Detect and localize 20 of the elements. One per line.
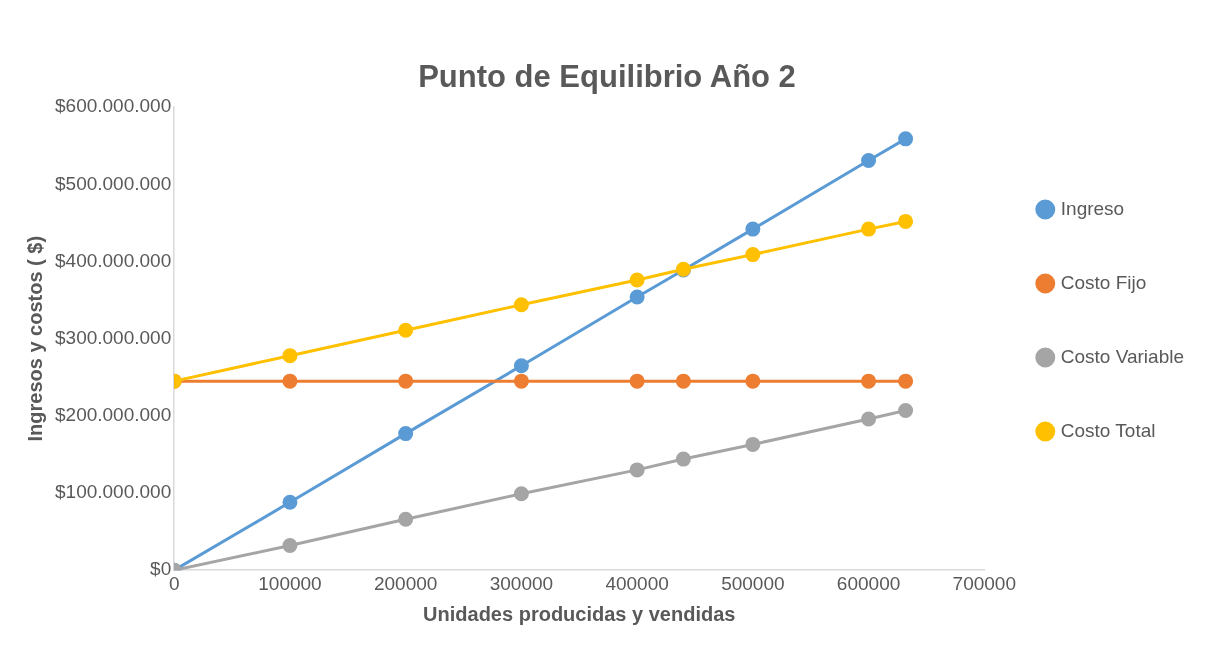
x-tick-label: 500000 <box>721 572 785 594</box>
chart-title: Punto de Equilibrio Año 2 <box>418 59 796 95</box>
y-tick-label: $400.000.000 <box>54 249 172 271</box>
x-axis-title: Unidades producidas y vendidas <box>423 602 736 625</box>
x-tick-label: 300000 <box>489 572 554 594</box>
x-tick-label: 600000 <box>836 572 901 594</box>
y-tick-label: $100.000.000 <box>54 481 172 503</box>
legend-label: Costo Fijo <box>1060 271 1147 293</box>
x-tick-label: 200000 <box>373 572 438 594</box>
y-tick-label: $200.000.000 <box>54 404 172 426</box>
x-tick-label: 100000 <box>258 572 322 594</box>
legend-label: Costo Variable <box>1060 345 1185 367</box>
y-axis-title: Ingresos y costos ( $) <box>23 235 46 442</box>
legend-label: Ingreso <box>1060 197 1125 219</box>
y-tick-label: $600.000.000 <box>54 95 172 117</box>
y-tick-label: $500.000.000 <box>54 172 172 194</box>
x-tick-label: 700000 <box>952 572 1016 594</box>
x-tick-label: 400000 <box>605 572 669 594</box>
y-tick-label: $300.000.000 <box>54 326 172 348</box>
legend-label: Costo Total <box>1060 419 1156 441</box>
